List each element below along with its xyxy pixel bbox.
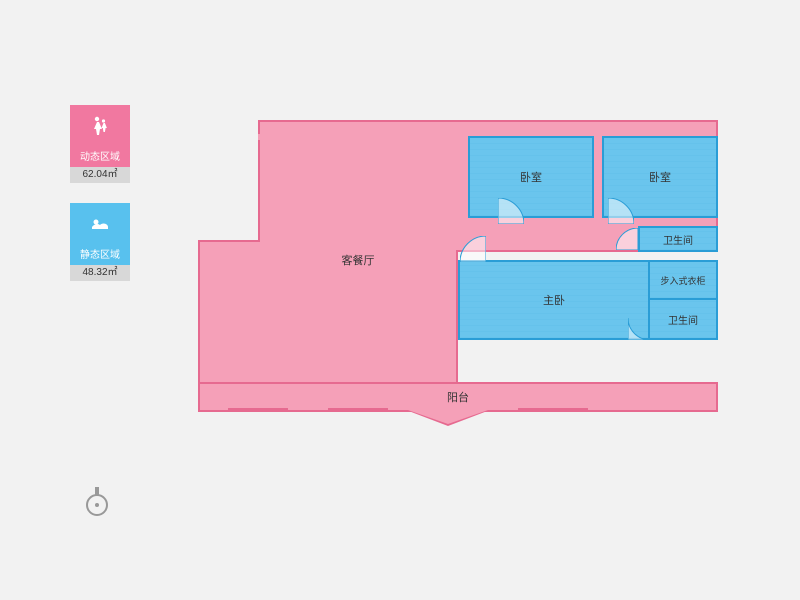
room-living: 客餐厅 [258, 136, 458, 384]
compass-icon [80, 485, 114, 519]
window-marker-2 [328, 408, 388, 412]
balcony-notch [408, 410, 488, 424]
room-bedroom2: 卧室 [602, 136, 718, 218]
room-bath2-label: 卫生间 [668, 312, 698, 327]
room-closet: 步入式衣柜 [648, 260, 718, 300]
room-master: 主卧 [458, 260, 650, 340]
window-marker-1 [228, 408, 288, 412]
legend-static-label: 静态区域 [70, 247, 130, 265]
legend-static-swatch [70, 203, 130, 247]
room-bedroom1: 卧室 [468, 136, 594, 218]
room-bath2: 卫生间 [648, 298, 718, 340]
legend-panel: 动态区域 62.04㎡ 静态区域 48.32㎡ [70, 105, 130, 301]
room-master-label: 主卧 [543, 292, 565, 308]
seam-cover-3 [454, 218, 460, 250]
room-closet-label: 步入式衣柜 [660, 274, 705, 287]
legend-static-value: 48.32㎡ [70, 265, 130, 281]
room-bedroom2-label: 卧室 [649, 169, 671, 185]
room-bath1: 卫生间 [638, 226, 718, 252]
seam-cover-1 [258, 134, 458, 140]
legend-static: 静态区域 48.32㎡ [70, 203, 130, 281]
room-living-label: 客餐厅 [342, 252, 375, 268]
people-icon [88, 113, 112, 142]
legend-dynamic: 动态区域 62.04㎡ [70, 105, 130, 183]
seam-cover-2 [256, 242, 262, 382]
legend-dynamic-swatch [70, 105, 130, 149]
bed-icon [88, 211, 112, 240]
floorplan: 客餐厅 阳台 卧室 卧室 卫生间 主卧 步入式衣柜 卫生间 [198, 120, 738, 460]
window-marker-3 [518, 408, 588, 412]
room-bath1-label: 卫生间 [663, 232, 693, 247]
room-bedroom1-label: 卧室 [520, 169, 542, 185]
legend-dynamic-label: 动态区域 [70, 149, 130, 167]
room-balcony-label: 阳台 [447, 389, 469, 405]
legend-dynamic-value: 62.04㎡ [70, 167, 130, 183]
room-living-ext [198, 240, 260, 384]
